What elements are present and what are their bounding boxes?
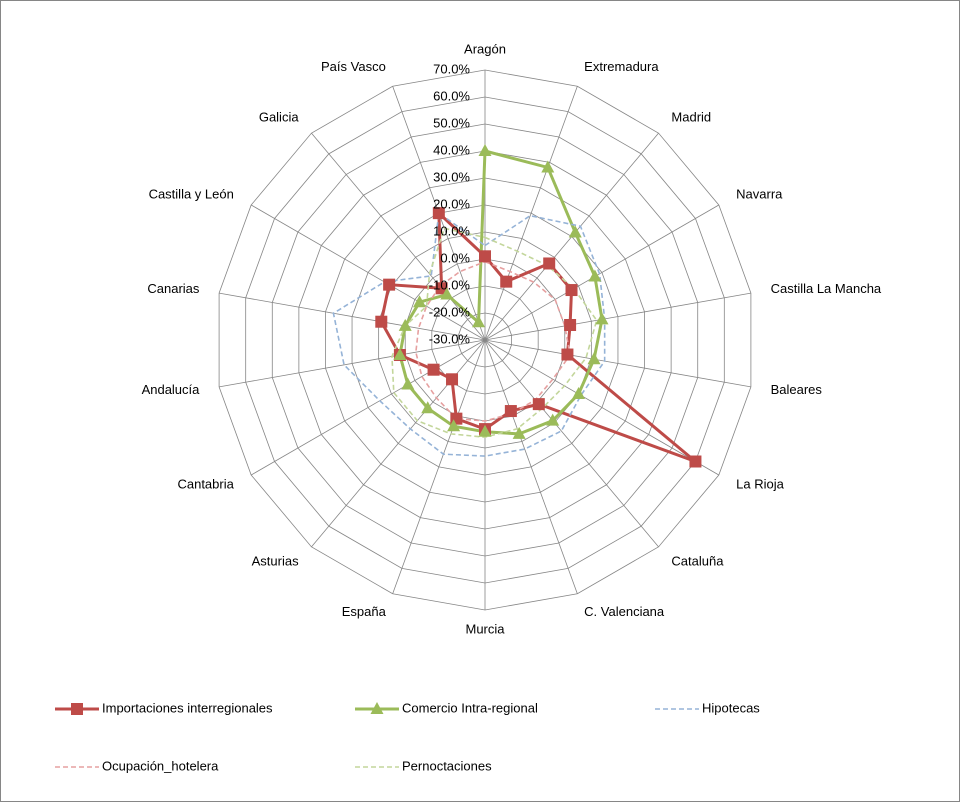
category-label: La Rioja [736,476,784,491]
data-point [478,144,492,156]
category-label: Madrid [671,109,711,124]
category-label: C. Valenciana [584,604,665,619]
data-point [393,348,407,361]
category-label: España [342,604,387,619]
data-point [543,257,556,270]
grid-ring [458,312,512,368]
y-tick-label: 40.0% [433,142,470,157]
data-point [440,287,454,300]
data-point [427,363,440,376]
data-point [447,419,461,432]
grid-ring [218,69,752,611]
data-point [375,315,388,328]
data-point [432,207,445,220]
category-label: Navarra [736,186,783,201]
data-point [587,352,601,365]
grid-ring [298,150,672,530]
category-label: Castilla y León [149,186,234,201]
data-point [572,387,586,399]
legend-label: Hipotecas [702,700,760,715]
series-line [332,211,606,457]
data-point [588,269,602,282]
category-label: Aragón [464,41,506,56]
y-tick-label: 70.0% [433,61,470,76]
data-point [446,373,459,386]
data-point [565,284,578,297]
legend-label: Comercio Intra-regional [402,700,538,715]
data-point [500,275,513,288]
category-label: Extremadura [584,59,659,74]
legend-label: Pernoctaciones [402,758,492,773]
data-point [421,401,435,414]
data-point [689,455,702,468]
y-tick-label: 60.0% [433,88,470,103]
category-label: Canarias [147,281,200,296]
category-label: Castilla La Mancha [771,281,882,296]
legend-marker [370,702,384,714]
category-label: Baleares [771,382,823,397]
data-point [478,424,492,437]
category-label: Galicia [259,109,300,124]
grid-ring [351,204,619,476]
legend-marker [71,703,83,715]
legend-label: Ocupación_hotelera [102,758,219,773]
data-point [472,315,486,328]
category-label: Murcia [465,621,505,636]
data-point [398,318,412,331]
y-tick-label: 20.0% [433,196,470,211]
y-tick-label: 30.0% [433,169,470,184]
data-point [435,282,448,295]
y-tick-label: -20.0% [429,304,471,319]
y-tick-label: -30.0% [429,331,471,346]
data-point [512,426,526,439]
grid-ring [271,123,699,557]
legend-label: Importaciones interregionales [102,700,273,715]
category-label: Asturias [252,554,299,569]
y-tick-label: 10.0% [433,223,470,238]
data-point [504,405,517,418]
grid-ring [245,96,725,584]
y-tick-label: -10.0% [429,277,471,292]
grid-ring [325,177,645,503]
category-label: Cantabria [177,476,234,491]
data-point [541,160,555,173]
category-label: País Vasco [321,59,386,74]
category-label: Cataluña [671,554,724,569]
series-line [391,227,598,439]
data-point [401,377,415,390]
data-point [561,348,574,361]
data-point [595,312,609,325]
y-tick-label: 50.0% [433,115,470,130]
data-point [479,250,491,263]
category-label: Andalucía [142,382,201,397]
data-point [413,295,427,308]
series-line [415,260,571,422]
data-point [546,413,560,426]
grid-ring [431,285,539,395]
data-point [568,225,582,238]
data-point [532,398,545,411]
data-point [564,318,577,331]
y-tick-label: 0.0% [440,250,470,265]
data-point [383,278,396,291]
